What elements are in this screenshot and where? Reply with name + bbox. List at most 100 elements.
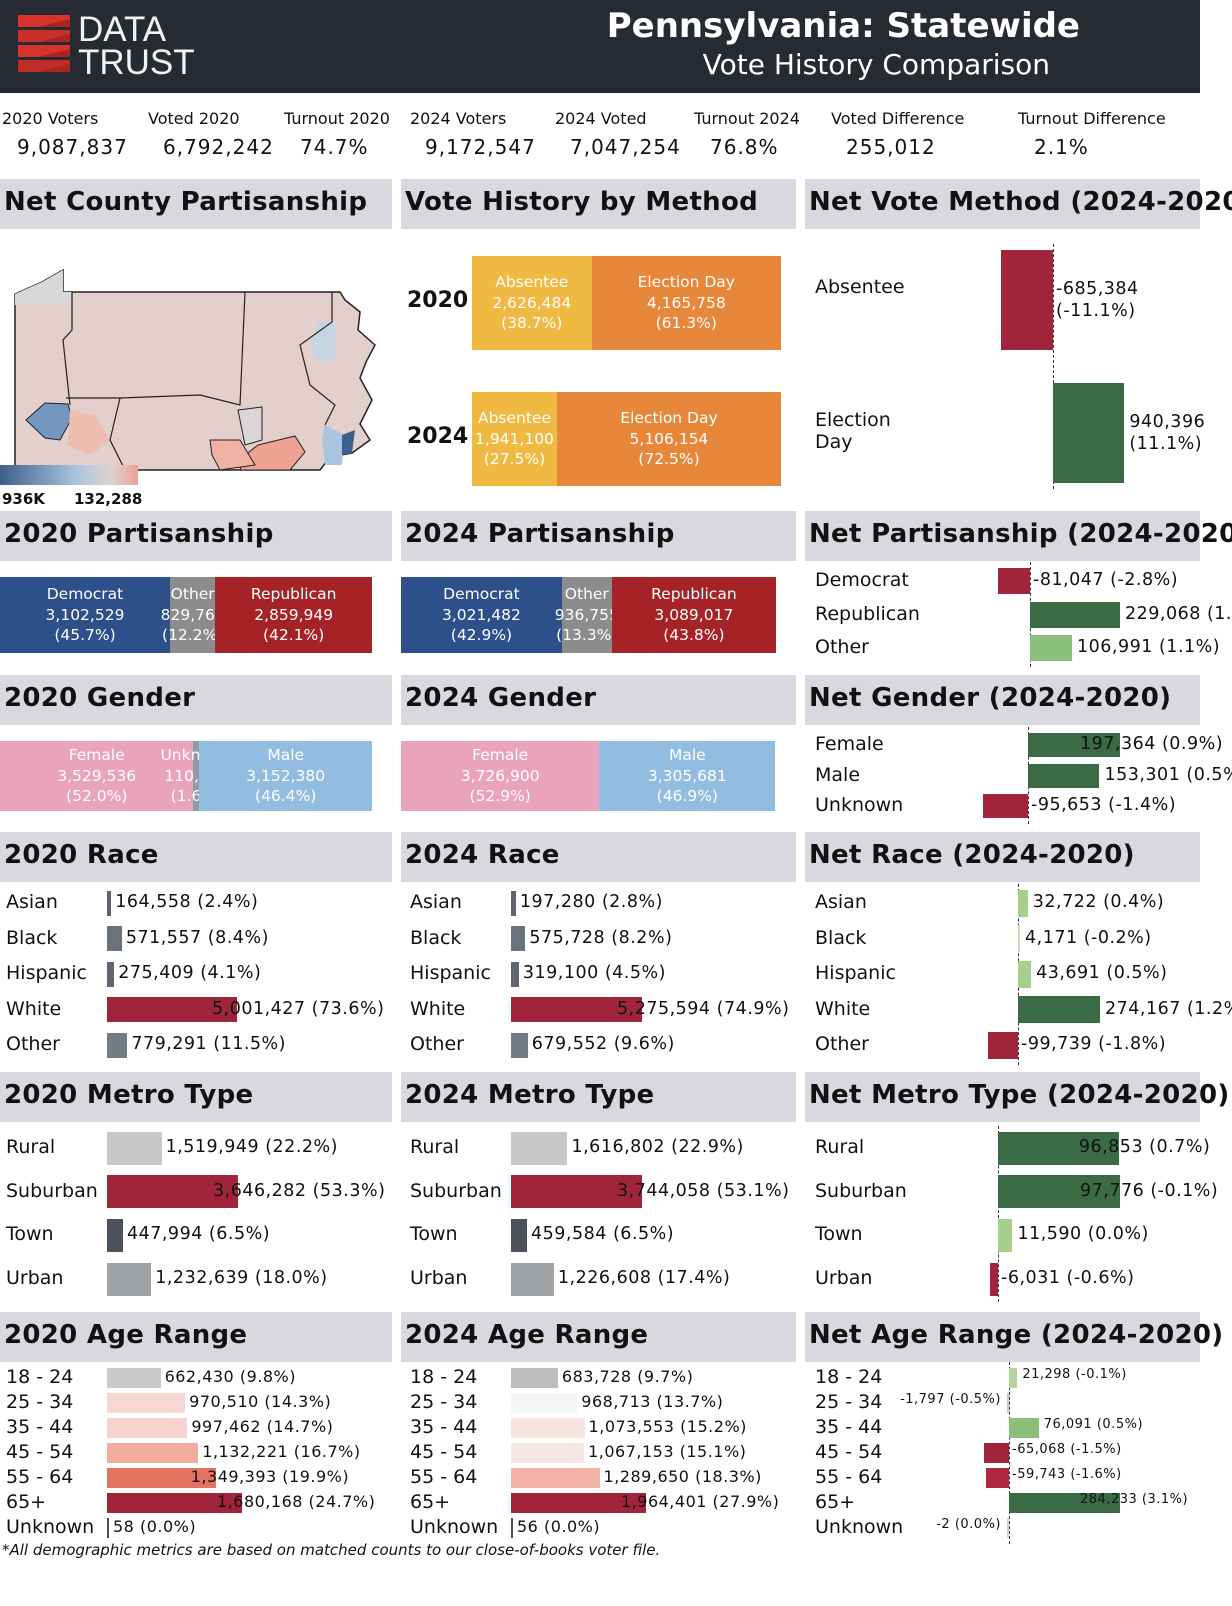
segment-pct: (45.7%) [54,626,116,645]
segment-election-day[interactable]: Election Day 4,165,758 (61.3%) [591,256,781,350]
bar-35-44[interactable] [511,1418,585,1438]
segment-male[interactable]: Male 3,305,681 (46.9%) [599,741,776,811]
bar-25-34[interactable] [511,1393,578,1413]
segment-other[interactable]: Other 936,755 (13.3%) [555,577,619,653]
value: 11,590 [1017,1224,1082,1245]
row-label-55-64: 55 - 64 [6,1466,74,1488]
bar-18-24[interactable] [107,1368,161,1388]
stat-value-2: 74.7% [300,135,369,159]
bar-unknown[interactable] [511,1518,513,1538]
bar-value-label: 3,744,058 (53.1%) [617,1181,789,1201]
bar-unknown[interactable] [107,1518,109,1538]
net-bar-55-64[interactable] [985,1468,1009,1488]
pct: (9.8%) [239,1367,296,1386]
row-label-female: Female [815,733,884,755]
net-bar-25-34[interactable] [1007,1393,1009,1413]
net-value-label: -99,739 (-1.8%) [1021,1034,1166,1054]
bar-rural[interactable] [107,1131,162,1165]
net-bar-hispanic[interactable] [1018,960,1032,988]
net-bar-election-day[interactable] [1053,383,1125,483]
net-bar-45-54[interactable] [983,1443,1009,1463]
bar-hispanic[interactable] [511,961,519,987]
net-bar-absentee[interactable] [1001,250,1053,350]
net-bar-democrat[interactable] [998,568,1030,594]
row-label-rural: Rural [815,1136,865,1158]
bar-urban[interactable] [107,1262,152,1296]
bar-rural[interactable] [511,1131,568,1165]
value: 284,233 [1080,1492,1138,1507]
row-label-town: Town [410,1223,458,1246]
segment-absentee[interactable]: Absentee 1,941,100 (27.5%) [472,392,557,486]
bar-18-24[interactable] [511,1368,558,1388]
net-bar-65[interactable] [1009,1493,1120,1513]
segment-election-day[interactable]: Election Day 5,106,154 (72.5%) [556,392,781,486]
bar-55-64[interactable] [107,1468,216,1488]
net-bar-black[interactable] [1018,925,1020,952]
bar-town[interactable] [511,1218,528,1252]
segment-label: Other [564,585,609,604]
segment-republican[interactable]: Republican 2,859,949 (42.1%) [215,577,372,653]
net-bar-unknown[interactable] [983,794,1028,818]
net-bar-suburban[interactable] [998,1175,1120,1209]
bar-other[interactable] [511,1032,528,1058]
pct: (14.7%) [266,1417,334,1436]
bar-65[interactable] [107,1493,242,1513]
segment-democrat[interactable]: Democrat 3,102,529 (45.7%) [0,577,170,653]
header-bar: DATA TRUST Pennsylvania: Statewide Vote H… [0,0,1200,93]
segment-female[interactable]: Female 3,726,900 (52.9%) [401,741,600,811]
segment-absentee[interactable]: Absentee 2,626,484 (38.7%) [472,256,592,350]
segment-democrat[interactable]: Democrat 3,021,482 (42.9%) [401,577,562,653]
bar-suburban[interactable] [511,1175,642,1209]
value: 5,001,427 [212,998,306,1019]
bar-white[interactable] [107,997,237,1022]
bar-25-34[interactable] [107,1393,186,1413]
county-york [209,439,256,471]
segment-pct: (46.9%) [656,787,718,806]
bar-35-44[interactable] [107,1418,188,1438]
county-northeast [310,322,335,362]
segment-male[interactable]: Male 3,152,380 (46.4%) [199,741,372,811]
bar-55-64[interactable] [511,1468,600,1488]
segment-female[interactable]: Female 3,529,536 (52.0%) [0,741,194,811]
bar-65[interactable] [511,1493,646,1513]
net-bar-18-24[interactable] [1009,1368,1018,1388]
net-bar-unknown[interactable] [1007,1518,1009,1538]
net-bar-urban[interactable] [990,1262,998,1296]
pct: (0.5%) [1096,1417,1144,1432]
bar-45-54[interactable] [107,1443,199,1463]
net-bar-asian[interactable] [1018,889,1028,917]
net-bar-white[interactable] [1018,996,1100,1023]
net-bar-female[interactable] [1028,733,1120,757]
segment-republican[interactable]: Republican 3,089,017 (43.8%) [611,577,776,653]
value: 5,275,594 [617,998,711,1019]
county-partisanship-map[interactable] [0,240,392,490]
net-value-label: -2 (0.0%) [936,1517,1001,1532]
net-bar-other[interactable] [988,1031,1018,1059]
bar-town[interactable] [107,1218,123,1252]
bar-hispanic[interactable] [107,961,115,987]
bar-45-54[interactable] [511,1443,585,1463]
bar-other[interactable] [107,1032,128,1058]
net-bar-male[interactable] [1028,763,1100,788]
bar-black[interactable] [107,926,122,951]
bar-value-label: 1,349,393 (19.9%) [191,1467,349,1486]
net-bar-republican[interactable] [1030,601,1120,628]
bar-asian[interactable] [107,890,112,916]
segment-other[interactable]: Other 829,764 (12.2%) [161,577,225,653]
value: -95,653 [1031,795,1103,815]
bar-asian[interactable] [511,890,516,916]
net-bar-other[interactable] [1030,635,1073,661]
net-value-label: -6,031 (-0.6%) [1001,1268,1134,1288]
value: 32,722 [1032,892,1098,912]
bar-black[interactable] [511,926,526,951]
pct: (6.5%) [208,1224,271,1245]
net-bar-town[interactable] [998,1218,1013,1252]
bar-suburban[interactable] [107,1175,238,1209]
net-bar-rural[interactable] [998,1131,1119,1165]
net-bar-35-44[interactable] [1009,1418,1039,1438]
bar-white[interactable] [511,997,642,1022]
bar-value-label: 571,557 (8.4%) [126,928,269,948]
bar-value-label: 1,289,650 (18.3%) [604,1467,762,1486]
bar-urban[interactable] [511,1262,554,1296]
age2020-section-title: 2020 Age Range [0,1312,392,1362]
